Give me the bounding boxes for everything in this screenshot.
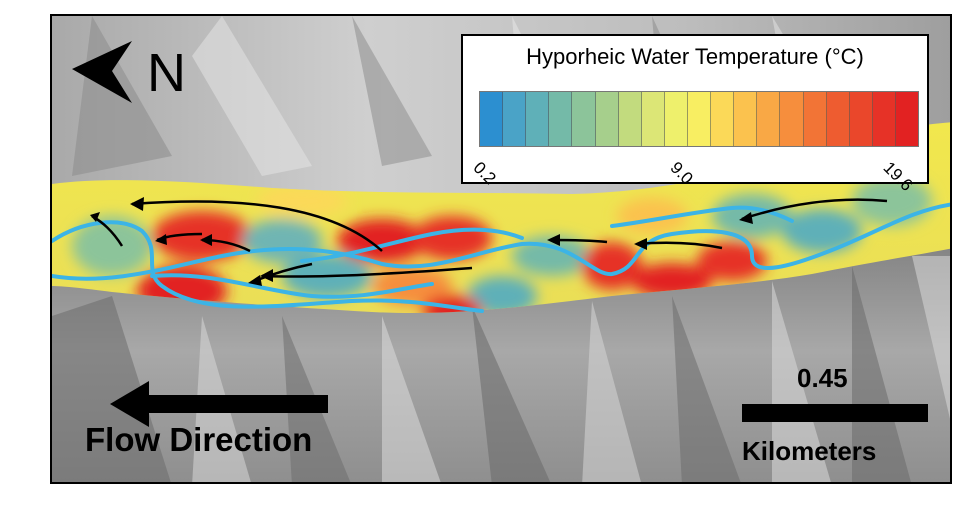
ramp-cell <box>618 92 642 146</box>
ramp-cell <box>757 92 781 146</box>
ramp-cell <box>872 92 896 146</box>
ramp-cell <box>711 92 735 146</box>
temperature-legend: Hyporheic Water Temperature (°C) 0.2 9.0… <box>461 34 929 195</box>
flow-direction-arrow-icon <box>110 381 328 427</box>
scale-bar-unit: Kilometers <box>742 436 877 466</box>
map-frame: N Hyporheic Water Temperature (°C) 0.2 9… <box>50 14 952 484</box>
ramp-cell <box>664 92 688 146</box>
ramp-cell <box>780 92 804 146</box>
flow-direction-label: Flow Direction <box>85 421 313 458</box>
ramp-cell <box>503 92 527 146</box>
ramp-cell <box>849 92 873 146</box>
ramp-cell <box>687 92 712 146</box>
north-arrow-icon <box>72 41 132 103</box>
scale-bar-value: 0.45 <box>797 363 848 393</box>
legend-title: Hyporheic Water Temperature (°C) <box>526 44 864 69</box>
ramp-cell <box>641 92 665 146</box>
ramp-cell <box>549 92 573 146</box>
north-label: N <box>147 43 186 103</box>
scale-bar <box>742 404 928 422</box>
ramp-cell <box>572 92 596 146</box>
flow-arrowheads <box>90 197 753 286</box>
ramp-cell <box>526 92 550 146</box>
ramp-cell <box>803 92 827 146</box>
ramp-cell <box>895 92 919 146</box>
color-ramp <box>479 91 919 147</box>
flow-arrows <box>91 198 888 284</box>
ramp-cell <box>595 92 619 146</box>
ramp-cell <box>826 92 850 146</box>
ramp-cell <box>480 92 504 146</box>
ramp-cell <box>734 92 758 146</box>
